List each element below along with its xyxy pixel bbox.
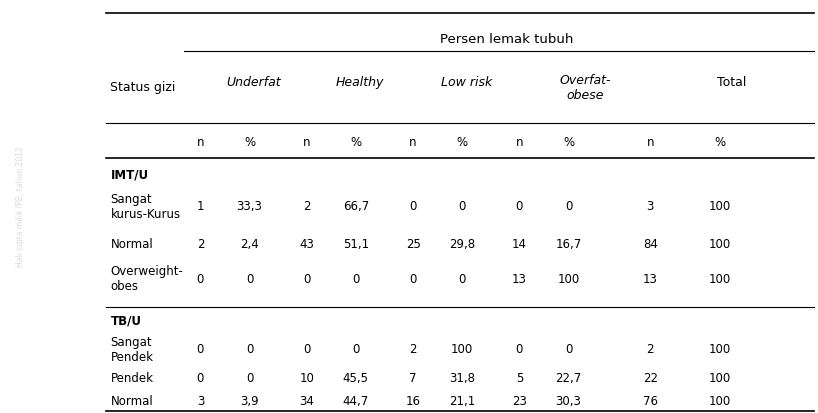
Text: n: n [196,136,204,149]
Text: %: % [714,136,726,149]
Text: 44,7: 44,7 [343,394,369,407]
Text: 100: 100 [708,272,731,285]
Text: 0: 0 [303,342,311,356]
Text: 2: 2 [646,342,654,356]
Text: 3,9: 3,9 [240,394,258,407]
Text: Healthy: Healthy [335,76,384,89]
Text: 13: 13 [643,272,658,285]
Text: 33,3: 33,3 [236,200,263,213]
Text: Pendek: Pendek [110,371,154,385]
Text: %: % [456,136,468,149]
Text: Status gizi: Status gizi [110,81,176,94]
Text: Normal: Normal [110,394,153,407]
Text: 2,4: 2,4 [240,237,258,250]
Text: 0: 0 [515,342,524,356]
Text: Sangat
kurus-Kurus: Sangat kurus-Kurus [110,192,181,221]
Text: 14: 14 [512,237,527,250]
Text: 34: 34 [299,394,314,407]
Text: 0: 0 [245,272,254,285]
Text: 0: 0 [515,200,524,213]
Text: 100: 100 [708,200,731,213]
Text: 100: 100 [708,394,731,407]
Text: n: n [646,136,654,149]
Text: 0: 0 [352,272,360,285]
Text: 16,7: 16,7 [555,237,582,250]
Text: 25: 25 [406,237,420,250]
Text: 0: 0 [458,272,466,285]
Text: %: % [563,136,574,149]
Text: 1: 1 [196,200,204,213]
Text: 0: 0 [409,272,417,285]
Text: 66,7: 66,7 [343,200,369,213]
Text: n: n [409,136,417,149]
Text: 13: 13 [512,272,527,285]
Text: Low risk: Low risk [441,76,492,89]
Text: 100: 100 [708,371,731,385]
Text: 100: 100 [557,272,580,285]
Text: 45,5: 45,5 [343,371,369,385]
Text: 21,1: 21,1 [449,394,475,407]
Text: 100: 100 [708,342,731,356]
Text: 84: 84 [643,237,658,250]
Text: 0: 0 [564,200,573,213]
Text: 0: 0 [196,342,204,356]
Text: 2: 2 [196,237,204,250]
Text: 0: 0 [196,272,204,285]
Text: 22,7: 22,7 [555,371,582,385]
Text: 0: 0 [245,342,254,356]
Text: 51,1: 51,1 [343,237,369,250]
Text: 7: 7 [409,371,417,385]
Text: 0: 0 [245,371,254,385]
Text: 3: 3 [646,200,654,213]
Text: Normal: Normal [110,237,153,250]
Text: 0: 0 [196,371,204,385]
Text: 23: 23 [512,394,527,407]
Text: Persen lemak tubuh: Persen lemak tubuh [440,33,574,46]
Text: 100: 100 [708,237,731,250]
Text: Hak cipta milik IPB, tahun 2012: Hak cipta milik IPB, tahun 2012 [16,146,25,267]
Text: 29,8: 29,8 [449,237,475,250]
Text: %: % [244,136,255,149]
Text: 16: 16 [406,394,420,407]
Text: TB/U: TB/U [110,313,142,327]
Text: n: n [515,136,524,149]
Text: 22: 22 [643,371,658,385]
Text: IMT/U: IMT/U [110,168,149,181]
Text: 2: 2 [303,200,311,213]
Text: 0: 0 [303,272,311,285]
Text: 0: 0 [352,342,360,356]
Text: Underfat: Underfat [227,76,281,89]
Text: 5: 5 [515,371,524,385]
Text: 43: 43 [299,237,314,250]
Text: 0: 0 [458,200,466,213]
Text: 3: 3 [196,394,204,407]
Text: 2: 2 [409,342,417,356]
Text: %: % [350,136,362,149]
Text: 31,8: 31,8 [449,371,475,385]
Text: Overfat-
obese: Overfat- obese [560,74,610,102]
Text: 30,3: 30,3 [555,394,582,407]
Text: n: n [303,136,311,149]
Text: 0: 0 [564,342,573,356]
Text: 100: 100 [451,342,474,356]
Text: 76: 76 [643,394,658,407]
Text: 10: 10 [299,371,314,385]
Text: Sangat
Pendek: Sangat Pendek [110,335,154,363]
Text: Overweight-
obes: Overweight- obes [110,265,183,293]
Text: Total: Total [717,76,747,89]
Text: 0: 0 [409,200,417,213]
